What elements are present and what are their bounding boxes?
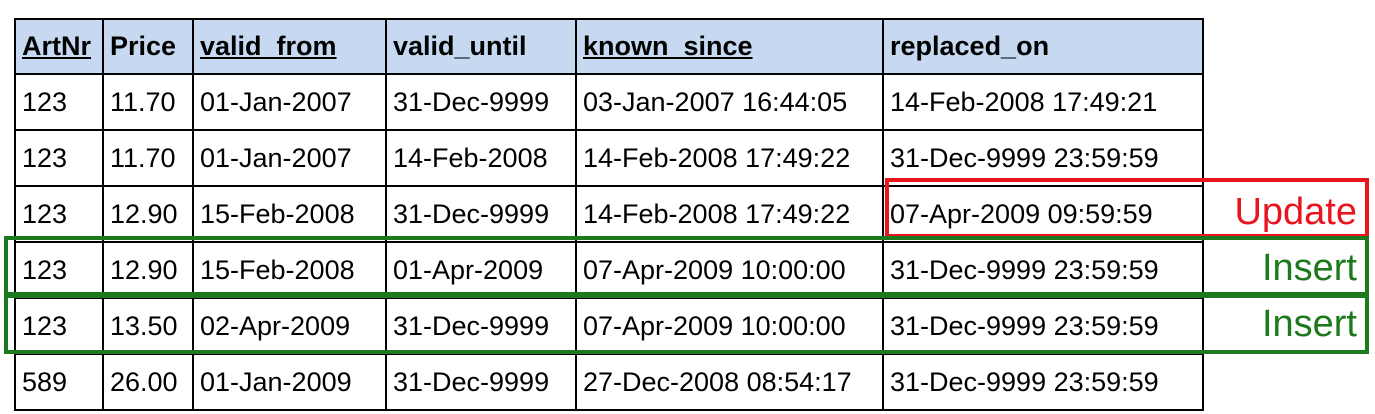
table-row: 123 11.70 01-Jan-2007 31-Dec-9999 03-Jan… — [14, 73, 1204, 131]
update-label: Update — [1234, 191, 1357, 233]
valid-until-cell: 31-Dec-9999 — [385, 297, 577, 355]
insert-label: Insert — [1261, 247, 1357, 289]
valid-until-cell: 31-Dec-9999 — [385, 185, 577, 243]
valid-until-cell: 01-Apr-2009 — [385, 241, 577, 299]
replaced-on-cell: 31-Dec-9999 23:59:59 — [882, 353, 1204, 411]
replaced-on-cell: 07-Apr-2009 09:59:59 — [882, 185, 1204, 243]
column-header-artnr: ArtNr — [14, 18, 104, 75]
artnr-cell: 123 — [14, 73, 104, 131]
valid-from-cell: 15-Feb-2008 — [192, 241, 387, 299]
artnr-cell: 123 — [14, 297, 104, 355]
artnr-cell: 123 — [14, 185, 104, 243]
known-since-cell: 14-Feb-2008 17:49:22 — [575, 185, 884, 243]
table-header-row: ArtNr Price valid_from valid_until known… — [14, 18, 1204, 75]
known-since-cell: 07-Apr-2009 10:00:00 — [575, 297, 884, 355]
column-header-valid-from: valid_from — [192, 18, 387, 75]
column-header-replaced-on: replaced_on — [882, 18, 1204, 75]
known-since-cell: 27-Dec-2008 08:54:17 — [575, 353, 884, 411]
price-cell: 13.50 — [102, 297, 194, 355]
insert-label: Insert — [1261, 303, 1357, 345]
valid-from-cell: 01-Jan-2007 — [192, 129, 387, 187]
valid-from-cell: 01-Jan-2007 — [192, 73, 387, 131]
artnr-cell: 123 — [14, 129, 104, 187]
known-since-cell: 03-Jan-2007 16:44:05 — [575, 73, 884, 131]
known-since-cell: 14-Feb-2008 17:49:22 — [575, 129, 884, 187]
table-row: 123 12.90 15-Feb-2008 31-Dec-9999 14-Feb… — [14, 185, 1204, 243]
valid-until-cell: 31-Dec-9999 — [385, 353, 577, 411]
price-cell: 12.90 — [102, 241, 194, 299]
valid-from-cell: 01-Jan-2009 — [192, 353, 387, 411]
table-row: 123 11.70 01-Jan-2007 14-Feb-2008 14-Feb… — [14, 129, 1204, 187]
artnr-cell: 123 — [14, 241, 104, 299]
artnr-cell: 589 — [14, 353, 104, 411]
column-header-price: Price — [102, 18, 194, 75]
replaced-on-cell: 14-Feb-2008 17:49:21 — [882, 73, 1204, 131]
valid-from-cell: 15-Feb-2008 — [192, 185, 387, 243]
price-cell: 11.70 — [102, 73, 194, 131]
column-header-valid-until: valid_until — [385, 18, 577, 75]
price-cell: 11.70 — [102, 129, 194, 187]
known-since-cell: 07-Apr-2009 10:00:00 — [575, 241, 884, 299]
valid-until-cell: 31-Dec-9999 — [385, 73, 577, 131]
price-history-table: ArtNr Price valid_from valid_until known… — [14, 18, 1204, 411]
table-row: 589 26.00 01-Jan-2009 31-Dec-9999 27-Dec… — [14, 353, 1204, 411]
valid-from-cell: 02-Apr-2009 — [192, 297, 387, 355]
table-row: 123 13.50 02-Apr-2009 31-Dec-9999 07-Apr… — [14, 297, 1204, 355]
replaced-on-cell: 31-Dec-9999 23:59:59 — [882, 241, 1204, 299]
valid-until-cell: 14-Feb-2008 — [385, 129, 577, 187]
replaced-on-cell: 31-Dec-9999 23:59:59 — [882, 297, 1204, 355]
price-cell: 12.90 — [102, 185, 194, 243]
column-header-known-since: known_since — [575, 18, 884, 75]
table-row: 123 12.90 15-Feb-2008 01-Apr-2009 07-Apr… — [14, 241, 1204, 299]
price-cell: 26.00 — [102, 353, 194, 411]
replaced-on-cell: 31-Dec-9999 23:59:59 — [882, 129, 1204, 187]
